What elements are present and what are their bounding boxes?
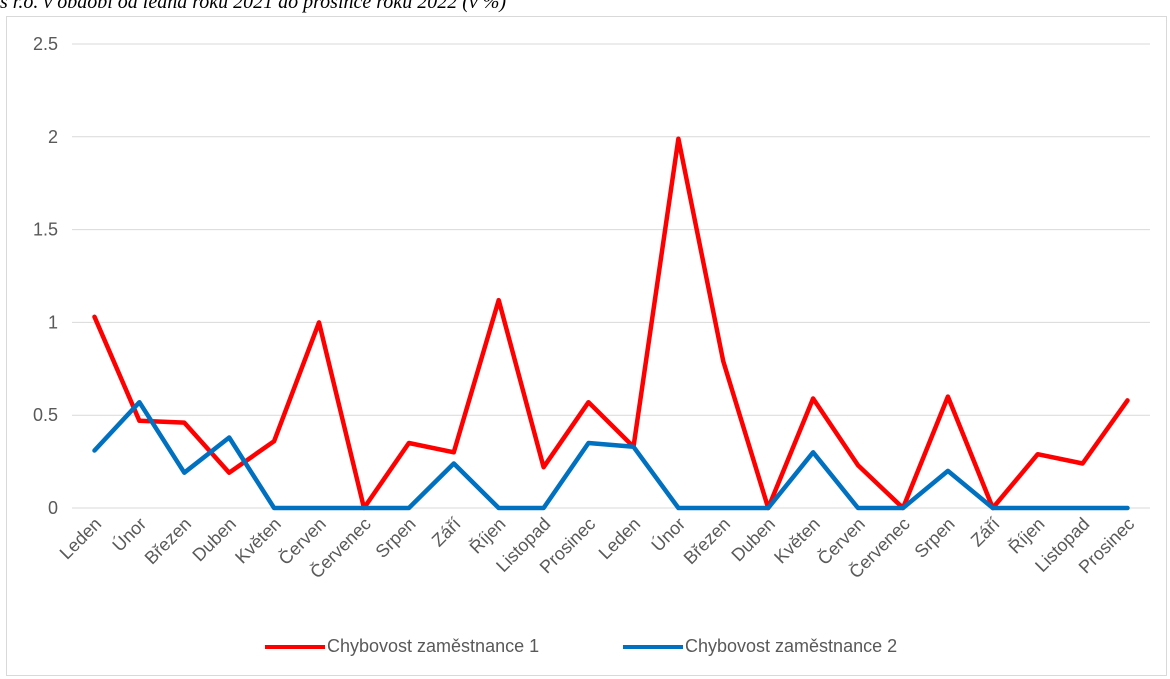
- x-tick-label: Duben: [188, 514, 240, 566]
- x-tick-label: Září: [428, 514, 465, 551]
- x-tick-label: Květen: [770, 514, 824, 568]
- x-tick-label: Leden: [595, 514, 645, 564]
- x-tick-label: Březen: [141, 514, 195, 568]
- x-tick-label: Duben: [727, 514, 779, 566]
- x-axis-ticks: Leden ÚnorBřezenDubenKvětenČervenČervenec…: [56, 513, 1139, 582]
- legend-label-series-1: Chybovost zaměstnance 1: [327, 636, 540, 656]
- x-tick-label: Březen: [680, 514, 734, 568]
- x-tick-label: Září: [967, 514, 1004, 551]
- series-lines: [92, 136, 1130, 511]
- x-tick-label: Srpen: [372, 514, 420, 562]
- x-tick-label: Únor: [647, 513, 689, 555]
- series-line-2: [92, 399, 1130, 511]
- legend-swatch-series-2: [623, 644, 683, 649]
- y-tick-label: 1: [48, 312, 58, 332]
- x-tick-label: Srpen: [911, 514, 959, 562]
- chart-frame: [6, 16, 1167, 676]
- page-title: s r.o. v období od ledna roku 2021 do pr…: [0, 0, 507, 13]
- y-tick-label: 0: [48, 498, 58, 518]
- y-tick-label: 2.5: [33, 34, 58, 54]
- gridlines: [72, 43, 1150, 509]
- y-tick-label: 0.5: [33, 405, 58, 425]
- x-tick-label: Leden: [56, 514, 106, 564]
- legend-swatch-series-1: [265, 644, 325, 649]
- y-axis-ticks: 0 0.5 1 1.5 2 2.5: [33, 34, 58, 518]
- legend-label-series-2: Chybovost zaměstnance 2: [685, 636, 898, 656]
- x-tick-label: Únor: [108, 513, 150, 555]
- y-tick-label: 2: [48, 127, 58, 147]
- legend: Chybovost zaměstnance 1 Chybovost zaměst…: [0, 636, 1170, 662]
- x-tick-label: Květen: [231, 514, 285, 568]
- legend-item-series-2: Chybovost zaměstnance 2: [623, 636, 897, 657]
- series-line-1: [92, 136, 1130, 511]
- legend-item-series-1: Chybovost zaměstnance 1: [265, 636, 539, 657]
- y-tick-label: 1.5: [33, 220, 58, 240]
